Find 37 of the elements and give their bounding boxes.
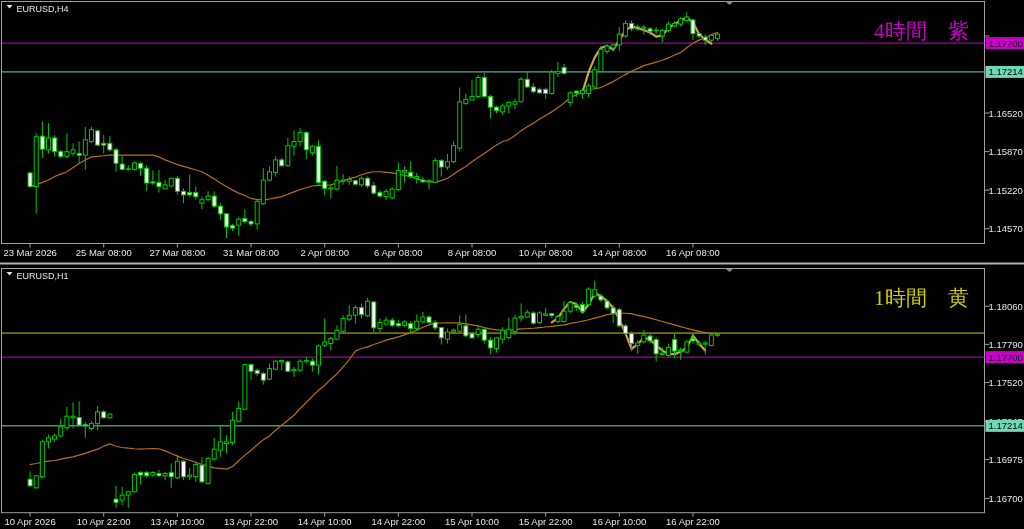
ref-line-label: 1.17700 — [988, 351, 1023, 363]
x-tick-label: 16 Apr 10:00 — [592, 515, 647, 527]
chart-title: EURUSD,H4 — [16, 3, 69, 14]
y-tick-label: 1.17520 — [988, 377, 1023, 389]
x-tick-label: 23 Mar 2026 — [3, 246, 57, 258]
x-tick-label: 14 Apr 08:00 — [592, 246, 647, 258]
ref-line-label: 1.17700 — [988, 37, 1023, 49]
y-tick-label: 1.16700 — [988, 493, 1023, 505]
x-tick-label: 2 Apr 08:00 — [300, 246, 349, 258]
x-tick-label: 15 Apr 10:00 — [445, 515, 499, 527]
chart-title: EURUSD,H1 — [16, 270, 69, 281]
y-tick-label: 1.17790 — [988, 338, 1023, 350]
x-tick-label: 14 Apr 22:00 — [371, 515, 426, 527]
ref-line-label: 1.17214 — [988, 420, 1023, 432]
x-tick-label: 25 Mar 08:00 — [75, 246, 132, 258]
y-tick-label: 1.15870 — [988, 146, 1023, 158]
x-tick-label: 10 Apr 22:00 — [76, 515, 131, 527]
x-tick-label: 15 Apr 22:00 — [518, 515, 573, 527]
annotation: 1時間 黄 — [874, 286, 969, 310]
ref-line-label: 1.17214 — [988, 66, 1023, 78]
x-tick-label: 13 Apr 10:00 — [150, 515, 205, 527]
x-tick-label: 16 Apr 08:00 — [666, 246, 720, 258]
x-tick-label: 14 Apr 10:00 — [297, 515, 352, 527]
x-tick-label: 31 Mar 08:00 — [223, 246, 280, 258]
y-tick-label: 1.16520 — [988, 107, 1023, 119]
y-tick-label: 1.18060 — [988, 300, 1023, 312]
x-tick-label: 10 Apr 08:00 — [518, 246, 573, 258]
y-tick-label: 1.14570 — [988, 223, 1023, 235]
x-tick-label: 8 Apr 08:00 — [447, 246, 497, 258]
x-tick-label: 6 Apr 08:00 — [374, 246, 423, 258]
y-tick-label: 1.15220 — [988, 184, 1023, 196]
x-tick-label: 16 Apr 22:00 — [666, 515, 720, 527]
x-tick-label: 27 Mar 08:00 — [149, 246, 206, 258]
y-tick-label: 1.16975 — [988, 454, 1023, 466]
candlestick — [690, 333, 696, 345]
x-tick-label: 13 Apr 22:00 — [224, 515, 278, 527]
x-tick-label: 10 Apr 2026 — [4, 515, 56, 527]
